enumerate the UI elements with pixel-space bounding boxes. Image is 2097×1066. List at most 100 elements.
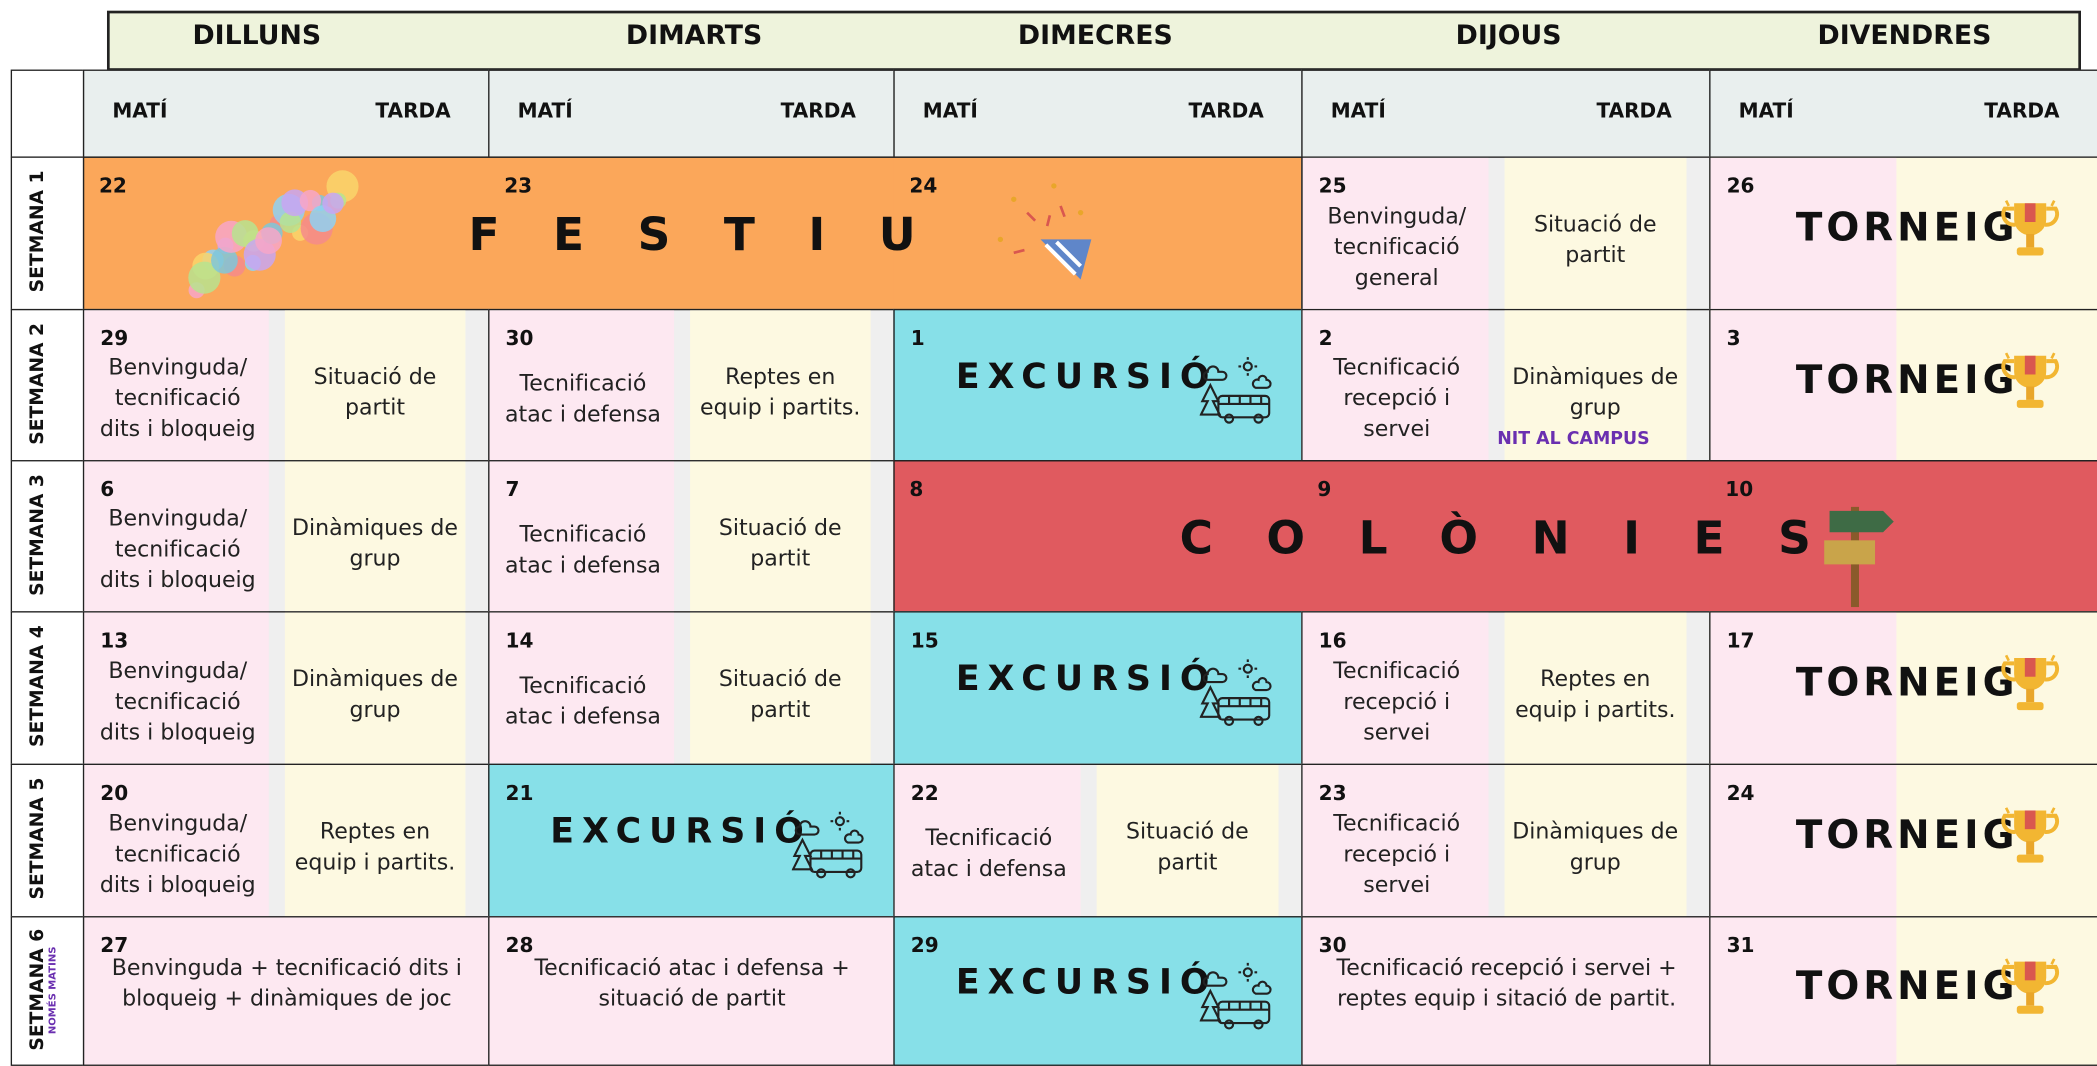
afternoon-bg: [1504, 612, 1687, 764]
date: 27: [100, 933, 129, 958]
day-cell: EXCURSIÓ 1: [893, 308, 1303, 462]
event-title: TORNEIG: [1795, 204, 2019, 251]
week-label: SETMANA 3: [26, 473, 49, 596]
day-name: DIMARTS: [625, 18, 763, 51]
shift-header: [893, 69, 1303, 158]
day-cell: 23: [488, 156, 895, 311]
event-title: EXCURSIÓ: [955, 356, 1218, 397]
excursion-icon: [1199, 961, 1275, 1036]
event-title: TORNEIG: [1795, 962, 2019, 1008]
shift-label: TARDA: [1596, 98, 1672, 124]
morning-activity: Tecnificació recepció i servei: [1333, 657, 1461, 745]
morning-activity: Tecnificació atac i defensa: [505, 672, 661, 729]
morning-bg: [1302, 157, 1489, 309]
afternoon-activity: Situació de partit: [718, 514, 842, 571]
morning-bg: [84, 612, 269, 764]
date: 13: [100, 628, 129, 653]
date: 16: [1318, 628, 1347, 653]
morning-bg: [1302, 310, 1489, 461]
afternoon-bg: [284, 764, 466, 917]
date: 21: [505, 781, 534, 806]
shift-label: MATÍ: [1330, 98, 1386, 124]
morning-activity: Tecnificació recepció i servei: [1333, 354, 1461, 442]
afternoon-bg: [284, 612, 466, 764]
afternoon-activity: Dinàmiques de grup: [1512, 818, 1679, 875]
tournament-icon: [2001, 198, 2060, 270]
day-cell: Tecnificació atac i defensa Situació de p…: [488, 460, 895, 613]
morning-activity: Tecnificació atac i defensa: [505, 369, 661, 426]
date: 25: [1318, 173, 1347, 198]
morning-bg: [1710, 764, 1897, 917]
note: NIT AL CAMPUS: [1497, 429, 1650, 450]
shift-label: TARDA: [375, 98, 451, 124]
excursion-icon: [791, 810, 867, 885]
holiday-icon: [987, 173, 1107, 299]
day-cell: EXCURSIÓ 21: [488, 763, 895, 918]
day-cell: Tecnificació atac i defensa Situació de p…: [488, 611, 895, 765]
excursion-icon: [1199, 355, 1275, 430]
shift-label: TARDA: [1188, 98, 1264, 124]
activity: Tecnificació recepció i servei + reptes …: [1336, 954, 1677, 1012]
day-cell: Benvinguda/ tecnificació dits i bloqueig…: [82, 611, 490, 765]
date: 8: [909, 477, 924, 502]
shift-label: MATÍ: [1738, 98, 1794, 124]
day-name: DILLUNS: [192, 18, 322, 51]
afternoon-bg: [690, 310, 871, 461]
shift-header: [1709, 69, 2097, 158]
day-cell: Tecnificació recepció i servei Dinàmiques…: [1301, 763, 1711, 918]
morning-bg: [1710, 612, 1897, 764]
day-name: DIMECRES: [1017, 18, 1173, 51]
day-cell: Tecnificació recepció i servei Dinàmiques…: [1301, 308, 1711, 462]
day-cell: 24: [893, 156, 1303, 311]
morning-activity: Benvinguda/ tecnificació dits i bloqueig: [99, 657, 256, 745]
afternoon-bg: [690, 612, 871, 764]
date: 26: [1726, 173, 1755, 198]
afternoon-bg: [1504, 157, 1687, 309]
date: 17: [1726, 628, 1755, 653]
morning-activity: Benvinguda/ tecnificació dits i bloqueig: [99, 354, 256, 442]
morning-activity: Tecnificació atac i defensa: [505, 520, 661, 578]
morning-bg: [894, 764, 1081, 917]
tournament-icon: [2001, 805, 2060, 877]
event-title: TORNEIG: [1795, 811, 2019, 858]
morning-bg: [84, 461, 269, 612]
activity: Benvinguda + tecnificació dits i bloquei…: [111, 954, 462, 1012]
week-cell: SETMANA 5: [10, 763, 85, 918]
tournament-icon: [2001, 956, 2060, 1028]
shift-label: TARDA: [780, 98, 856, 124]
day-name: DIVENDRES: [1817, 18, 1992, 51]
event-title: EXCURSIÓ: [955, 659, 1218, 700]
shift-label: MATÍ: [112, 98, 168, 124]
date: 10: [1725, 477, 1754, 502]
date: 31: [1726, 933, 1755, 958]
day-cell: 8: [893, 460, 1303, 613]
morning-bg: [1302, 612, 1489, 764]
activity: Tecnificació atac i defensa + situació d…: [534, 954, 850, 1012]
day-cell: Benvinguda/ tecnificació dits i bloqueig…: [82, 460, 490, 613]
day-cell: Benvinguda/ tecnificació dits i bloqueig…: [82, 763, 490, 918]
date: 22: [98, 173, 127, 198]
afternoon-activity: Situació de partit: [1126, 818, 1249, 875]
day-cell: EXCURSIÓ 15: [893, 611, 1303, 765]
afternoon-bg: [690, 461, 871, 612]
date: 29: [100, 326, 129, 351]
date: 20: [100, 781, 129, 806]
afternoon-bg: [284, 310, 466, 461]
morning-bg: [1710, 917, 1897, 1065]
date: 23: [504, 173, 533, 198]
date: 30: [505, 326, 534, 351]
banner-text: FESTIU: [468, 208, 970, 263]
date: 15: [910, 628, 939, 653]
week-label: SETMANA 2: [26, 322, 49, 445]
afternoon-bg: [1504, 764, 1687, 917]
day-cell: Tecnificació atac i defensa Reptes en equ…: [488, 308, 895, 462]
shift-label: MATÍ: [517, 98, 573, 124]
date: 30: [1318, 933, 1347, 958]
shift-label: MATÍ: [922, 98, 978, 124]
day-cell: Benvinguda/ tecnificació dits i bloqueig…: [82, 308, 490, 462]
day-header: [106, 10, 2081, 71]
morning-bg: [1710, 157, 1897, 309]
banner-text: COLÒNIES: [1179, 511, 1865, 566]
